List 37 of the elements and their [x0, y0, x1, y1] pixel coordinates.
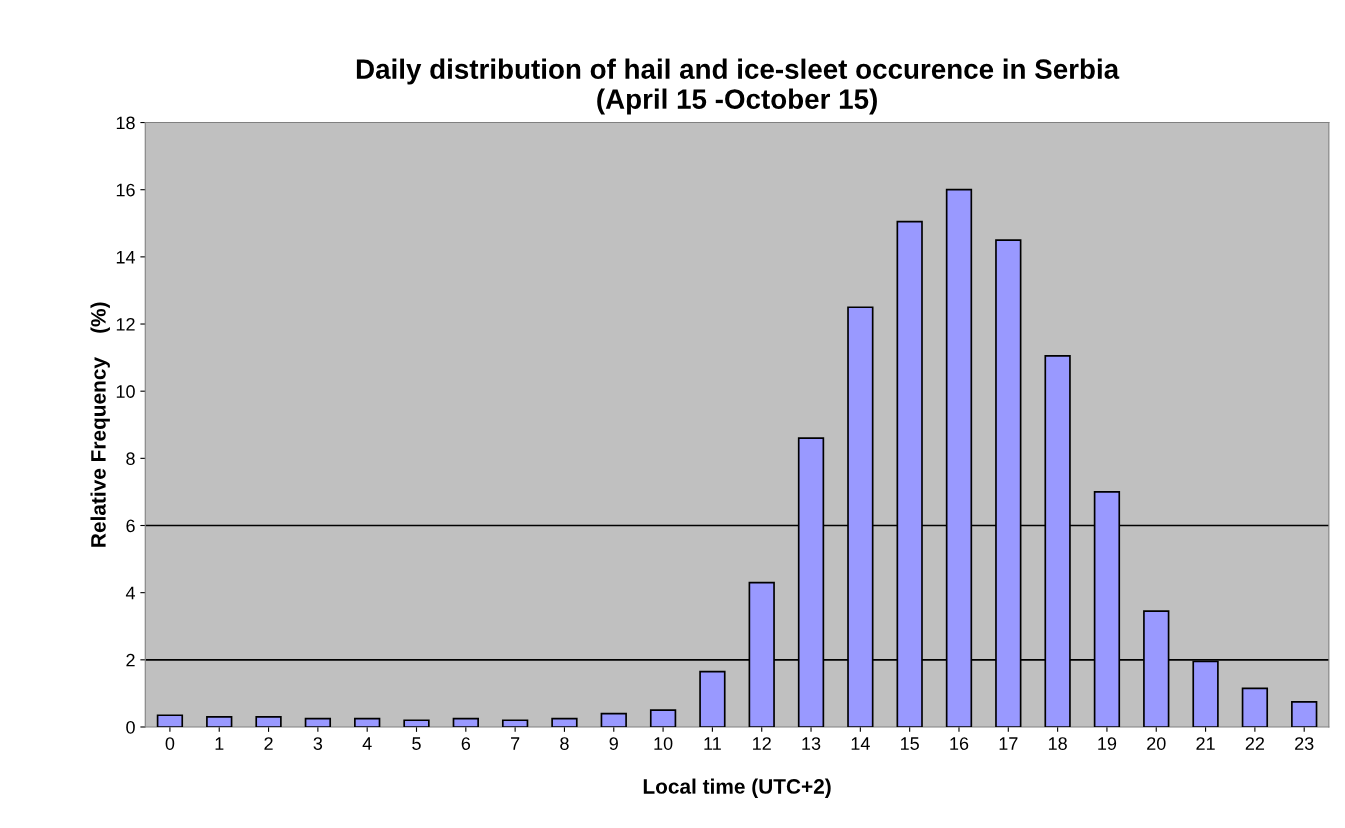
y-tick-label: 0 [126, 720, 135, 734]
x-tick-label: 18 [1048, 737, 1067, 750]
y-tick-label: 8 [126, 452, 135, 466]
x-tick-label: 17 [999, 737, 1018, 750]
x-tick-label: 20 [1147, 737, 1166, 750]
x-tick-label: 16 [950, 737, 969, 750]
x-tick-label: 11 [704, 737, 721, 750]
x-axis-title: Local time (UTC+2) [643, 778, 831, 798]
y-tick-label: 12 [116, 317, 135, 331]
x-tick-label: 2 [264, 737, 273, 750]
x-tick-label: 13 [802, 737, 821, 750]
x-tick-label: 21 [1196, 737, 1215, 750]
x-tick-label: 8 [560, 737, 569, 750]
x-tick-label: 19 [1098, 737, 1117, 750]
x-tick-label: 7 [511, 737, 520, 750]
x-tick-label: 4 [362, 737, 372, 750]
x-tick-label: 14 [851, 737, 870, 750]
x-tick-label: 15 [901, 737, 919, 750]
y-tick-label: 16 [116, 183, 135, 197]
x-tick-label: 22 [1245, 737, 1265, 750]
y-axis-title: Relative Frequency (%) [90, 302, 110, 547]
x-tick-label: 10 [654, 737, 673, 750]
x-tick-label: 0 [165, 737, 175, 750]
chart-title: Daily distribution of hail and ice-sleet occurence in Serbia (April 15 -October 15) [356, 58, 1120, 115]
x-tick-label: 9 [609, 737, 618, 750]
x-tick-label: 6 [461, 737, 471, 750]
y-tick-label: 2 [126, 653, 135, 667]
x-tick-label: 3 [313, 737, 323, 750]
y-tick-label: 6 [126, 519, 135, 533]
y-tick-label: 4 [125, 586, 136, 600]
y-tick-label: 18 [116, 116, 135, 130]
y-tick-label: 14 [116, 250, 136, 264]
x-tick-label: 1 [215, 737, 224, 750]
x-tick-label: 5 [412, 737, 421, 750]
x-tick-label: 12 [753, 737, 771, 750]
x-tick-label: 23 [1295, 737, 1314, 750]
y-tick-label: 10 [116, 385, 135, 398]
